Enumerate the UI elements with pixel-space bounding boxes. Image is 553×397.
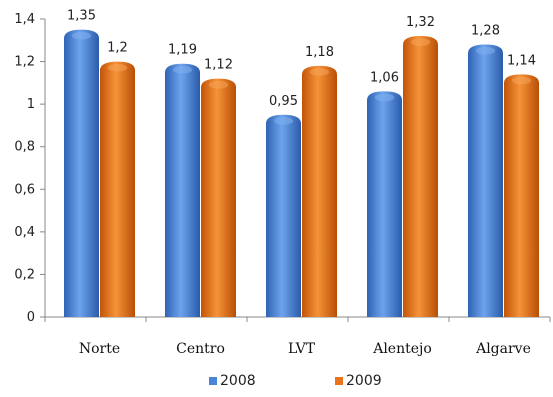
- bar-2009-alentejo: [403, 36, 438, 318]
- x-category-label: Norte: [79, 341, 120, 357]
- bar-top-highlight: [475, 46, 496, 55]
- bar-top-highlight: [410, 38, 431, 47]
- bar-2009-norte: [100, 61, 135, 318]
- data-label: 1,12: [204, 58, 233, 73]
- bar-top-highlight: [107, 63, 128, 72]
- data-label: 1,06: [370, 70, 399, 85]
- bar-2008-norte: [64, 29, 99, 318]
- x-category-label: Centro: [176, 341, 225, 357]
- bar-top-highlight: [273, 117, 294, 125]
- data-label: 1,2: [107, 41, 128, 56]
- legend-swatch-2008: [209, 377, 217, 385]
- bar-top-highlight: [309, 68, 330, 76]
- data-label: 1,18: [305, 45, 334, 60]
- bar-2008-algarve: [468, 44, 503, 318]
- y-tick-label: 1,4: [14, 12, 35, 27]
- bar-2009-lvt: [302, 65, 337, 317]
- x-category-label: Alentejo: [372, 341, 432, 357]
- bar-2009-centro: [201, 78, 236, 317]
- x-category-label: LVT: [288, 341, 316, 357]
- data-label: 0,95: [269, 94, 298, 109]
- bar-2008-alentejo: [367, 91, 402, 317]
- y-tick-label: 1: [27, 97, 35, 112]
- bar-top-highlight: [172, 65, 193, 74]
- y-tick-label: 0,6: [14, 182, 35, 197]
- bar-top-highlight: [71, 31, 92, 40]
- bar-2008-centro: [165, 63, 200, 318]
- data-label: 1,14: [507, 53, 536, 68]
- y-tick-label: 1,2: [14, 55, 35, 70]
- data-label: 1,32: [406, 15, 435, 30]
- data-label: 1,28: [471, 24, 500, 39]
- bar-top-highlight: [374, 93, 395, 102]
- y-tick-label: 0,4: [14, 225, 35, 240]
- y-tick-label: 0,2: [14, 267, 35, 282]
- y-tick-label: 0,8: [14, 140, 35, 155]
- y-tick-label: 0: [27, 310, 35, 325]
- data-label: 1,19: [168, 43, 197, 58]
- legend-label-2008: 2008: [220, 373, 256, 389]
- x-category-label: Algarve: [475, 341, 531, 357]
- bar-2009-algarve: [504, 74, 539, 317]
- bar-top-highlight: [511, 76, 532, 85]
- data-label: 1,35: [67, 9, 96, 24]
- bar-top-highlight: [208, 80, 229, 89]
- bar-2008-lvt: [266, 114, 301, 318]
- legend-label-2009: 2009: [346, 373, 382, 389]
- legend-swatch-2009: [335, 377, 343, 385]
